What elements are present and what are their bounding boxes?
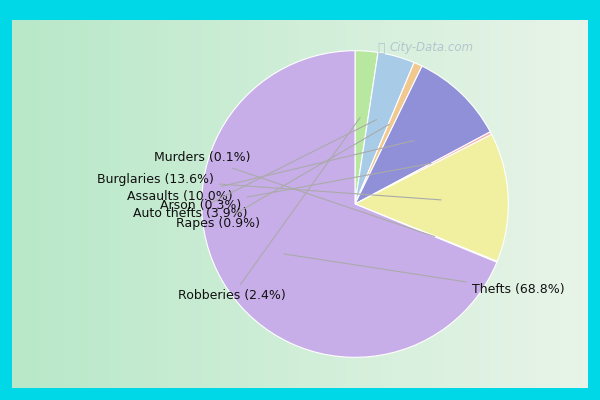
Wedge shape bbox=[355, 132, 491, 204]
Text: Thefts (68.8%): Thefts (68.8%) bbox=[284, 254, 564, 296]
Wedge shape bbox=[355, 204, 497, 262]
Text: City-Data.com: City-Data.com bbox=[390, 42, 474, 54]
Wedge shape bbox=[355, 51, 378, 204]
Wedge shape bbox=[355, 66, 490, 204]
Wedge shape bbox=[202, 51, 497, 357]
Text: Murders (0.1%): Murders (0.1%) bbox=[154, 152, 435, 237]
Text: Burglaries (13.6%): Burglaries (13.6%) bbox=[97, 173, 441, 200]
Wedge shape bbox=[355, 134, 508, 261]
Text: Assaults (10.0%): Assaults (10.0%) bbox=[127, 140, 414, 203]
Text: Auto thefts (3.9%): Auto thefts (3.9%) bbox=[133, 120, 377, 220]
Wedge shape bbox=[355, 52, 414, 204]
Text: ⓘ: ⓘ bbox=[377, 42, 385, 54]
Text: Rapes (0.9%): Rapes (0.9%) bbox=[176, 124, 389, 230]
Text: Robberies (2.4%): Robberies (2.4%) bbox=[178, 118, 360, 302]
Wedge shape bbox=[355, 62, 422, 204]
Text: Arson (0.3%): Arson (0.3%) bbox=[160, 163, 431, 212]
